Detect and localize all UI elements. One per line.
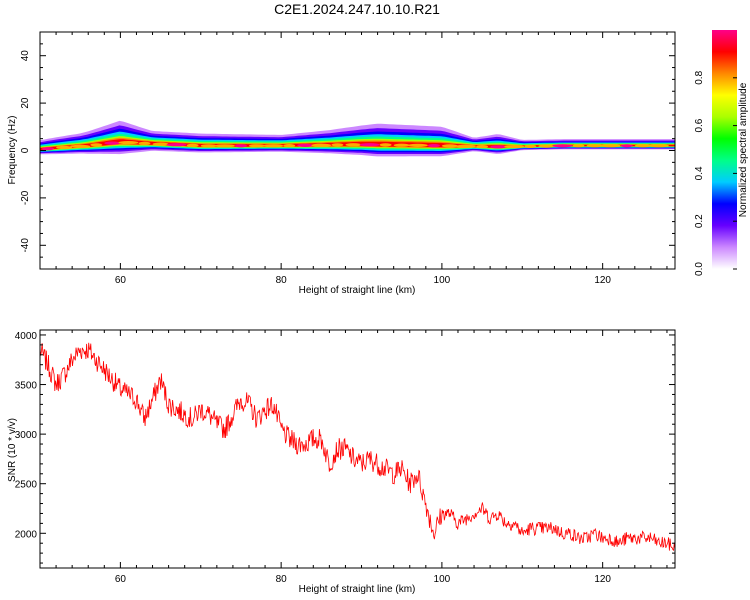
spectrogram-x-tick-label: 80 [276, 275, 288, 286]
spectrogram-peak-13 [249, 144, 265, 148]
colorbar-gradient [712, 30, 737, 269]
snr-series-group [40, 342, 675, 552]
snr-series-line [40, 342, 675, 552]
snr-plot-area [40, 330, 675, 568]
colorbar-tick-label: 0.6 [694, 118, 705, 132]
spectrogram-peak-28 [490, 145, 507, 149]
spectrogram-peak-20 [359, 143, 380, 147]
snr-x-tick-label: 100 [434, 574, 451, 585]
snr-y-tick-label: 2000 [15, 529, 38, 540]
spectrogram-peak-37 [634, 144, 651, 148]
snr-y-tick-label: 4000 [15, 331, 38, 342]
colorbar-ticks: 0.0 0.2 0.4 0.6 0.8 [694, 70, 737, 276]
snr-y-tick-label: 3000 [15, 430, 38, 441]
snr-x-axis-title: Height of straight line (km) [299, 584, 416, 595]
spectrogram-peak-8 [166, 143, 187, 147]
spectrogram-peak-15 [283, 144, 296, 148]
colorbar-tick-label: 0.4 [694, 166, 705, 180]
spectrogram-peak-2 [70, 144, 91, 148]
spectrogram-frame [39, 31, 676, 270]
spectrogram-peak-24 [427, 144, 440, 148]
spectrogram-x-tick-label: 60 [115, 275, 127, 286]
snr-y-axis-title: SNR (10 * v/v) [7, 418, 18, 482]
spectrogram-y-tick-label: 0 [20, 147, 31, 153]
snr-x-tick-label: 80 [276, 574, 288, 585]
spectrogram-peak-29 [504, 145, 525, 149]
spectrogram-peak-38 [648, 144, 669, 148]
spectrogram-peak-26 [456, 144, 476, 148]
spectrogram-peak-4 [104, 141, 121, 145]
spectrogram-y-tick-label: -20 [20, 190, 31, 205]
spectrogram-peak-17 [311, 143, 332, 147]
spectrogram-peak-23 [407, 143, 428, 147]
spectrogram-peak-7 [152, 142, 169, 146]
snr-x-tick-label: 60 [115, 574, 127, 585]
chart-title: C2E1.2024.247.10.10.R21 [274, 1, 440, 17]
colorbar: 0.0 0.2 0.4 0.6 0.8 Normalized spectral ampl… [694, 30, 749, 276]
spectrogram-peak-35 [600, 144, 621, 148]
spectrogram-peak-6 [138, 141, 151, 145]
colorbar-tick-label: 0.2 [694, 214, 705, 228]
spectrogram-x-axis-title: Height of straight line (km) [299, 285, 416, 296]
spectrogram-peak-32 [552, 144, 573, 148]
spectrogram-peak-22 [393, 143, 410, 147]
snr-panel: 60 80 100 120 4000 3500 3000 2500 2000 Height of… [7, 329, 676, 595]
spectrogram-peak-18 [331, 143, 344, 147]
spectrogram-y-axis-title: Frequency (Hz) [7, 116, 18, 185]
snr-x-tick-label: 120 [594, 574, 611, 585]
spectrogram-peak-25 [441, 144, 458, 148]
snr-axes: 60 80 100 120 4000 3500 3000 2500 2000 [15, 330, 675, 585]
spectrogram-peak-16 [297, 143, 314, 147]
spectrogram-y-tick-label: 20 [20, 97, 31, 109]
spectrogram-x-tick-label: 100 [434, 275, 451, 286]
spectrogram-peak-5 [118, 141, 139, 145]
spectrogram-peak-33 [572, 144, 585, 148]
spectrogram-peak-30 [524, 144, 537, 148]
colorbar-tick-label: 0.8 [694, 70, 705, 84]
spectrogram-peak-1 [56, 145, 73, 150]
spectrogram-image [40, 120, 675, 157]
spectrogram-peak-11 [214, 144, 235, 148]
snr-y-tick-label: 2500 [15, 480, 38, 491]
spectrogram-peak-19 [345, 143, 362, 147]
colorbar-title: Normalized spectral amplitude [738, 82, 749, 217]
snr-y-tick-label: 3500 [15, 381, 38, 392]
spectrogram-peak-3 [90, 143, 103, 147]
snr-frame [39, 329, 676, 569]
spectrogram-peak-34 [586, 144, 603, 148]
spectrogram-peak-10 [200, 144, 217, 148]
spectrogram-peak-12 [234, 144, 247, 148]
spectrogram-peak-31 [538, 144, 555, 148]
spectrogram-y-tick-label: 40 [20, 50, 31, 62]
spectrogram-peak-14 [263, 144, 284, 148]
spectrogram-panel: 60 80 100 120 40 20 0 -20 -40 Height of straight… [7, 31, 676, 296]
spectrogram-peak-0 [42, 147, 54, 151]
spectrogram-y-tick-label: -40 [20, 238, 31, 253]
spectrogram-peak-27 [476, 145, 489, 149]
colorbar-tick-label: 0.0 [694, 262, 705, 276]
spectrogram-peak-21 [379, 143, 392, 147]
spectrogram-x-tick-label: 120 [594, 275, 611, 286]
spectrogram-peak-9 [186, 143, 199, 147]
spectrogram-peak-36 [620, 144, 633, 148]
